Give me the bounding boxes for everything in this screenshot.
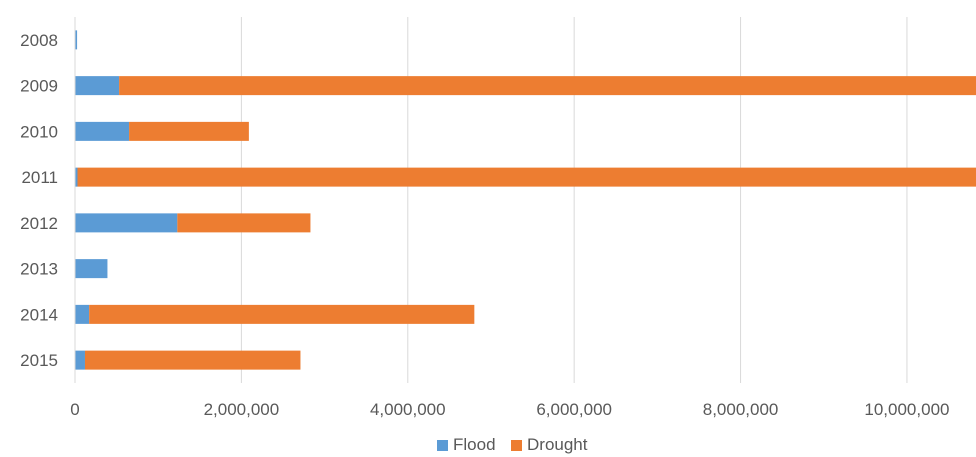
y-tick-label: 2013 bbox=[20, 260, 58, 279]
x-tick-label: 2,000,000 bbox=[204, 400, 280, 419]
grid-lines bbox=[240, 17, 908, 383]
x-tick-label: 6,000,000 bbox=[536, 400, 612, 419]
legend-swatch-flood bbox=[437, 440, 448, 451]
axes: 0 2,000,000 4,000,000 6,000,000 8,000,000 10,… bbox=[20, 17, 949, 419]
legend: Flood Drought bbox=[437, 435, 588, 454]
bars bbox=[75, 30, 976, 370]
y-tick-label: 2014 bbox=[20, 305, 58, 324]
y-tick-label: 2012 bbox=[20, 214, 58, 233]
bar-flood bbox=[75, 30, 78, 50]
x-tick-label: 10,000,000 bbox=[864, 400, 949, 419]
y-tick-label: 2009 bbox=[20, 77, 58, 96]
bar-drought bbox=[119, 76, 976, 96]
y-tick-label: 2008 bbox=[20, 31, 58, 50]
legend-swatch-drought bbox=[511, 440, 522, 451]
legend-label-drought: Drought bbox=[527, 435, 588, 454]
y-tick-label: 2011 bbox=[21, 168, 58, 187]
bar-drought bbox=[84, 350, 301, 370]
x-tick-label: 0 bbox=[70, 400, 79, 419]
bar-flood bbox=[75, 167, 78, 187]
bar-drought bbox=[177, 213, 311, 233]
bar-flood bbox=[75, 121, 130, 141]
bar-flood bbox=[75, 213, 178, 233]
bar-drought bbox=[77, 167, 976, 187]
y-tick-label: 2015 bbox=[20, 351, 58, 370]
bar-drought bbox=[89, 304, 475, 324]
x-tick-label: 4,000,000 bbox=[370, 400, 446, 419]
x-tick-label: 8,000,000 bbox=[703, 400, 779, 419]
legend-label-flood: Flood bbox=[453, 435, 496, 454]
bar-drought bbox=[129, 121, 249, 141]
bar-flood bbox=[75, 304, 90, 324]
bar-flood bbox=[75, 76, 120, 96]
bar-flood bbox=[75, 259, 108, 279]
y-tick-label: 2010 bbox=[20, 122, 58, 141]
bar-flood bbox=[75, 350, 85, 370]
